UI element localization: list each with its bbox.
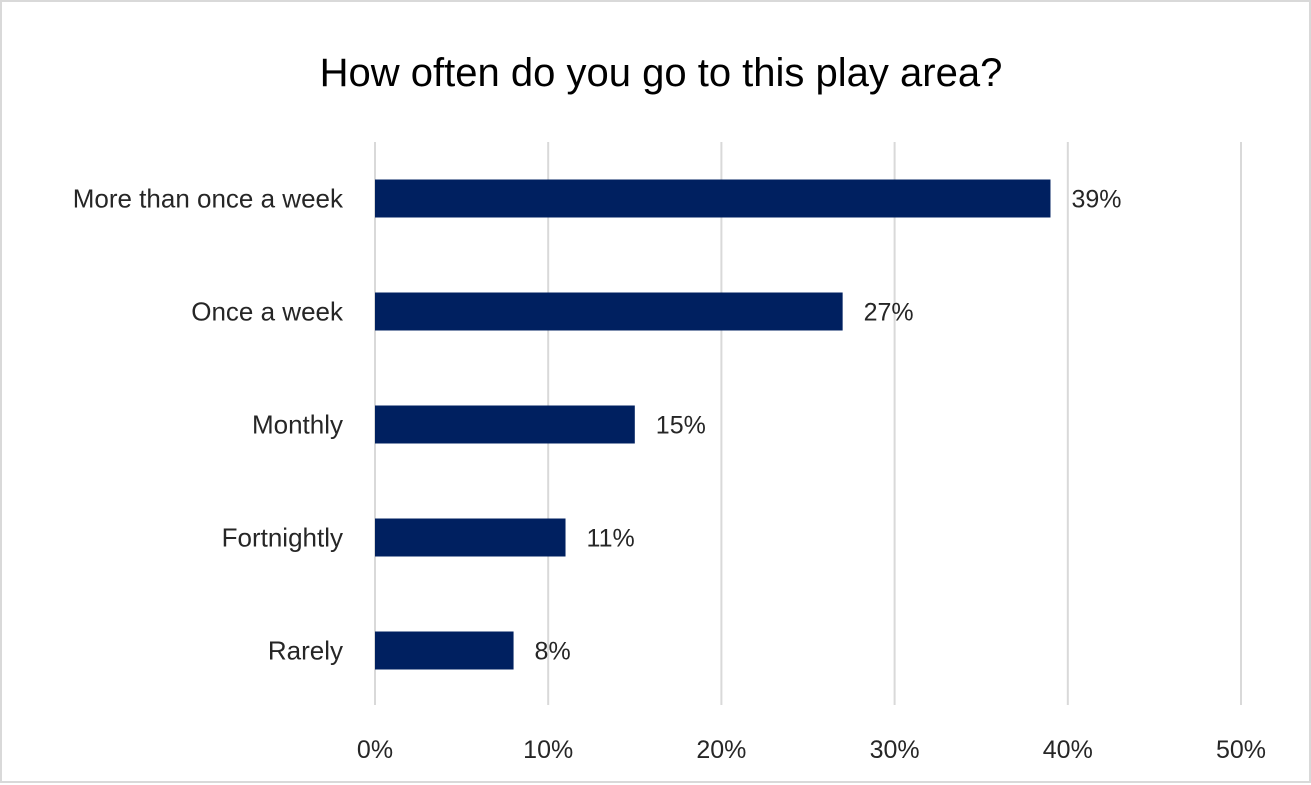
chart-title: How often do you go to this play area? (320, 51, 1003, 95)
bar (375, 405, 635, 444)
labels: 0% 10% 20% 30% 40% 50% More than once a week 39… (73, 184, 1266, 765)
x-tick-label: 30% (870, 736, 920, 764)
x-tick-label: 50% (1216, 736, 1266, 764)
x-tick-label: 0% (357, 736, 393, 764)
category-label: More than once a week (73, 184, 344, 214)
x-tick-label: 20% (696, 736, 746, 764)
category-label: Fortnightly (222, 523, 343, 553)
gridlines (374, 142, 1242, 705)
data-label: 15% (656, 412, 706, 440)
bar (375, 179, 1051, 218)
category-label: Monthly (252, 410, 343, 440)
category-label: Once a week (191, 297, 344, 327)
bar (375, 292, 843, 331)
bars (375, 179, 1051, 670)
data-label: 11% (587, 525, 635, 553)
x-tick-label: 40% (1043, 736, 1093, 764)
data-label: 8% (535, 638, 571, 666)
bar (375, 518, 566, 557)
data-label: 39% (1071, 186, 1121, 214)
data-label: 27% (864, 299, 914, 327)
x-tick-label: 10% (523, 736, 573, 764)
bar (375, 631, 514, 670)
category-label: Rarely (268, 636, 343, 666)
